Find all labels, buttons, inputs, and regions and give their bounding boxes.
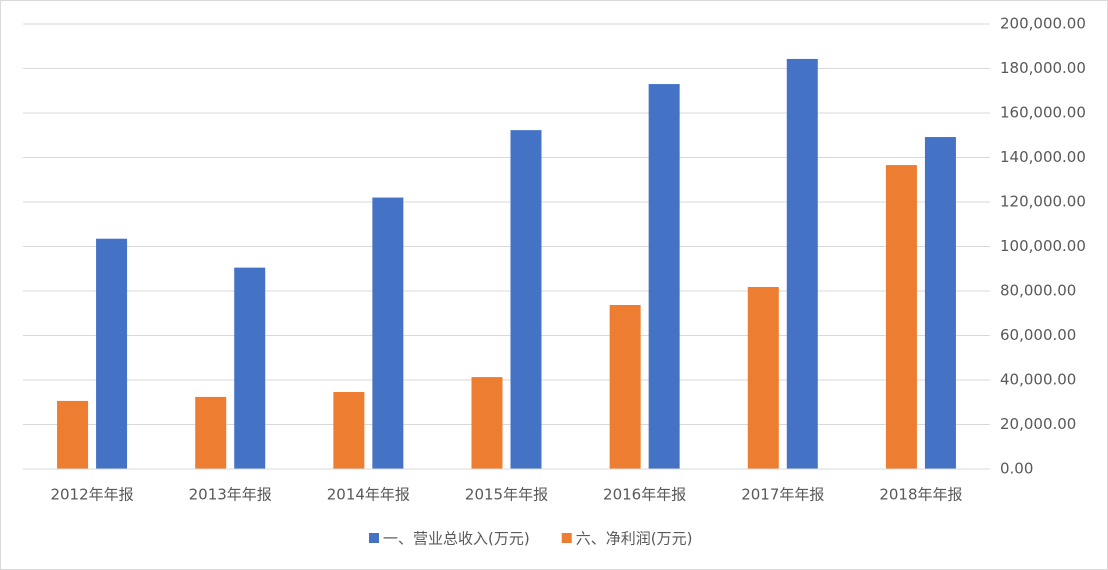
- bar: [786, 58, 818, 470]
- bar: [609, 305, 641, 469]
- legend-swatch: [369, 533, 379, 543]
- y-tick-label: 100,000.00: [1000, 237, 1086, 255]
- bar: [885, 165, 917, 469]
- y-tick-label: 60,000.00: [1000, 326, 1076, 344]
- x-tick-label: 2018年年报: [879, 486, 962, 504]
- legend-label: 一、营业总收入(万元): [383, 530, 530, 548]
- y-tick-label: 120,000.00: [1000, 193, 1086, 211]
- y-tick-label: 180,000.00: [1000, 59, 1086, 77]
- bar: [471, 377, 503, 469]
- y-tick-label: 200,000.00: [1000, 15, 1086, 33]
- bar: [96, 238, 128, 469]
- x-tick-label: 2014年年报: [327, 486, 410, 504]
- bar: [195, 396, 227, 469]
- y-tick-label: 160,000.00: [1000, 104, 1086, 122]
- bar: [924, 137, 956, 469]
- y-tick-label: 80,000.00: [1000, 282, 1076, 300]
- bar: [747, 286, 779, 469]
- bar: [333, 392, 365, 469]
- x-tick-label: 2013年年报: [189, 486, 272, 504]
- bar: [648, 84, 680, 469]
- x-tick-label: 2016年年报: [603, 486, 686, 504]
- x-tick-label: 2012年年报: [50, 486, 133, 504]
- y-tick-label: 40,000.00: [1000, 371, 1076, 389]
- legend-swatch: [561, 533, 572, 543]
- y-tick-label: 140,000.00: [1000, 148, 1086, 166]
- bar: [234, 267, 266, 469]
- y-tick-label: 20,000.00: [1000, 415, 1076, 433]
- x-tick-label: 2017年年报: [741, 486, 824, 504]
- bar: [57, 400, 89, 469]
- bar: [510, 130, 542, 469]
- legend-label: 六、净利润(万元): [576, 530, 693, 548]
- y-tick-label: 0.00: [1000, 460, 1033, 478]
- x-tick-label: 2015年年报: [465, 486, 548, 504]
- bar: [372, 197, 404, 470]
